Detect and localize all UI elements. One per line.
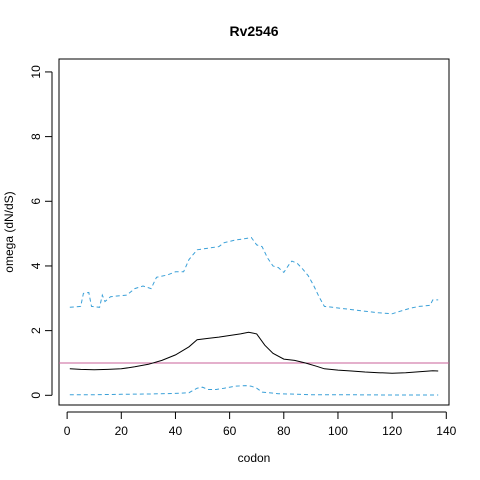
x-tick-label: 20 — [115, 424, 129, 438]
x-tick-label: 0 — [64, 424, 71, 438]
plot-frame — [58, 58, 450, 406]
x-tick-label: 120 — [382, 424, 402, 438]
x-tick-label: 80 — [277, 424, 291, 438]
x-tick-label: 60 — [223, 424, 237, 438]
x-axis-label: codon — [238, 451, 271, 465]
x-tick-label: 100 — [328, 424, 348, 438]
y-tick-label: 8 — [29, 133, 43, 140]
y-axis-label: omega (dN/dS) — [2, 191, 16, 272]
series-line-upper — [69, 236, 439, 315]
y-tick-label: 0 — [29, 392, 43, 399]
chart-title: Rv2546 — [229, 23, 278, 39]
plot-area: 0 20 40 60 80 100 120 140 0 2 4 6 8 10 — [29, 58, 457, 438]
y-tick-label: 4 — [29, 262, 43, 269]
x-tick-label: 40 — [169, 424, 183, 438]
y-tick-label: 10 — [29, 65, 43, 79]
series-line-mean — [69, 331, 439, 374]
x-tick-label: 140 — [436, 424, 456, 438]
series-line-lower — [69, 385, 439, 396]
y-tick-label: 2 — [29, 327, 43, 334]
y-tick-label: 6 — [29, 198, 43, 205]
